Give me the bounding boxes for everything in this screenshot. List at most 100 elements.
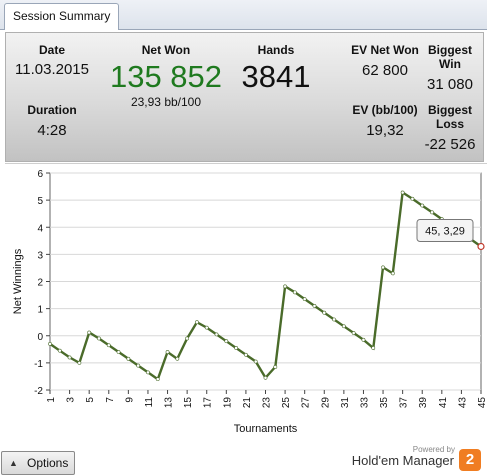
y-tick-label: 5	[37, 196, 43, 207]
data-point	[420, 203, 425, 208]
date-label: Date	[38, 43, 65, 57]
data-point	[87, 330, 92, 335]
x-tick-label: 35	[379, 397, 390, 409]
data-point	[195, 320, 199, 325]
x-tick-label: 43	[457, 397, 468, 409]
x-tick-label: 19	[222, 397, 233, 409]
data-point	[390, 271, 395, 276]
data-point	[273, 365, 278, 369]
tab-bar: Session Summary	[0, 0, 487, 30]
data-point	[302, 297, 307, 302]
data-point	[214, 332, 219, 337]
data-point	[136, 363, 141, 368]
net-winnings-chart[interactable]: -2 -1 0 1 2 3 4 5 6 1 3 5 7 9 11 13 15 17 19 21 23 25 27 29 31 33…	[5, 163, 487, 449]
net-won-stat: Net Won 135 852 23,93 bb/100	[101, 43, 231, 109]
y-tick-label: 1	[37, 305, 43, 316]
data-point	[332, 317, 336, 322]
data-point	[97, 336, 101, 341]
y-tick-label: -1	[34, 359, 43, 370]
data-point	[155, 377, 160, 382]
data-point	[292, 290, 297, 295]
data-point	[253, 359, 258, 364]
x-tick-label: 13	[164, 397, 175, 409]
hm2-logo-icon: 2	[459, 449, 481, 471]
x-tick-label: 27	[301, 397, 312, 409]
x-tick-label: 41	[438, 397, 449, 409]
x-tick-label: 33	[359, 397, 370, 409]
x-tick-label: 17	[203, 397, 214, 409]
data-point	[263, 375, 268, 380]
data-point	[204, 325, 209, 330]
session-summary-panel: Date 11.03.2015 Duration 4:28 Net Won 13…	[5, 32, 484, 162]
biggest-win-stat: Biggest Win 31 080	[417, 43, 483, 93]
x-tick-label: 25	[281, 397, 292, 409]
ev-net-won-value: 62 800	[362, 62, 408, 79]
data-point	[146, 370, 150, 375]
x-tick-label: 15	[183, 397, 194, 409]
data-point	[67, 355, 72, 360]
data-point	[106, 343, 111, 348]
data-point	[244, 352, 248, 357]
tooltip-box	[416, 219, 474, 243]
net-won-rate: 23,93 bb/100	[130, 95, 202, 109]
duration-value: 4:28	[37, 122, 67, 139]
data-point	[341, 324, 346, 329]
hands-value: 3841	[241, 59, 311, 94]
ev-bb-value: 19,32	[366, 122, 404, 139]
data-point	[116, 350, 121, 354]
data-point	[175, 356, 180, 361]
duration-stat: Duration 4:28	[6, 103, 98, 139]
ev-net-won-stat: EV Net Won 62 800	[350, 43, 420, 79]
biggest-win-label: Biggest Win	[427, 43, 472, 71]
x-axis-label: Tournaments	[234, 423, 298, 435]
data-point	[126, 356, 131, 361]
data-point	[185, 336, 190, 341]
x-tick-label: 23	[262, 397, 273, 409]
brand-name: Hold'em Manager	[351, 453, 454, 468]
data-point	[57, 348, 62, 353]
data-point	[361, 337, 366, 342]
duration-label: Duration	[27, 103, 77, 117]
x-tick-label: 45	[477, 397, 487, 409]
x-tick-label: 21	[242, 397, 253, 409]
data-point	[224, 339, 229, 344]
x-tick-label: 1	[46, 397, 57, 403]
y-axis-label: Net Winnings	[12, 248, 24, 314]
x-tick-label: 3	[66, 397, 77, 403]
ev-bb-stat: EV (bb/100) 19,32	[350, 103, 420, 139]
powered-by-text: Powered by	[412, 445, 455, 454]
x-tick-label: 37	[399, 397, 410, 409]
data-point	[77, 360, 82, 365]
y-tick-label: 2	[37, 278, 43, 289]
data-point	[283, 284, 287, 289]
date-value: 11.03.2015	[15, 61, 89, 78]
biggest-loss-label: Biggest Loss	[427, 103, 472, 131]
data-point	[312, 304, 317, 308]
y-tick-label: 3	[37, 250, 43, 261]
tab-session-summary[interactable]: Session Summary	[4, 3, 120, 30]
x-tick-label: 11	[144, 397, 155, 408]
net-won-value: 135 852	[109, 59, 223, 94]
data-point	[322, 310, 327, 315]
x-tick-label: 31	[340, 397, 351, 409]
data-point	[234, 346, 239, 350]
biggest-win-value: 31 080	[427, 76, 473, 93]
date-stat: Date 11.03.2015	[6, 43, 98, 78]
net-won-label: Net Won	[141, 43, 191, 57]
data-point	[371, 346, 376, 350]
data-point	[430, 210, 434, 215]
data-point	[48, 341, 52, 346]
data-point	[351, 331, 356, 335]
triangle-up-icon: ▲	[9, 458, 18, 468]
tooltip-label: 45, 3,29	[425, 226, 465, 238]
data-point	[165, 350, 170, 354]
options-label: Options	[27, 456, 69, 470]
x-tick-label: 39	[418, 397, 429, 409]
options-button[interactable]: ▲ Options	[1, 451, 75, 475]
data-point	[410, 196, 415, 201]
ev-bb-label: EV (bb/100)	[352, 103, 418, 117]
data-point	[381, 265, 385, 270]
hands-label: Hands	[257, 43, 295, 57]
biggest-loss-stat: Biggest Loss -22 526	[417, 103, 483, 153]
